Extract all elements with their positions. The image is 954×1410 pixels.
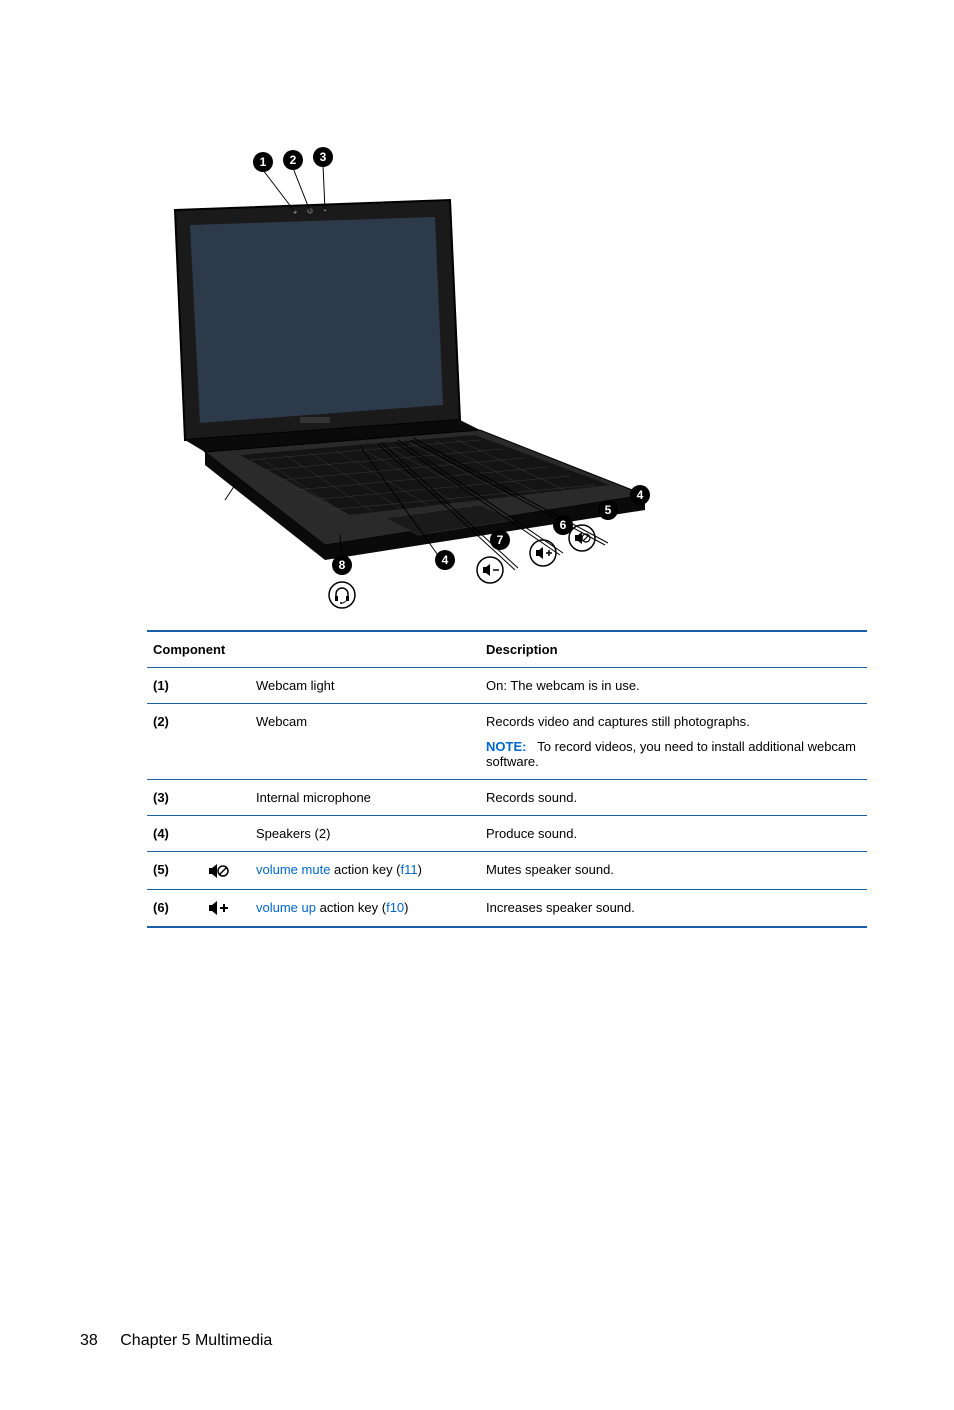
row-num: (1): [147, 668, 202, 704]
component-link: volume up: [256, 900, 316, 915]
callout-6: 6: [560, 518, 567, 532]
row-icon: [202, 704, 250, 780]
row-component: Internal microphone: [250, 780, 480, 816]
callout-4-left: 4: [442, 553, 449, 567]
note-text: To record videos, you need to install ad…: [486, 739, 856, 769]
table-header-row: Component Description: [147, 631, 867, 668]
page-number: 38: [80, 1332, 98, 1350]
row-icon: [202, 816, 250, 852]
note-label: NOTE:: [486, 739, 526, 754]
table-row: (4) Speakers (2) Produce sound.: [147, 816, 867, 852]
row-num: (2): [147, 704, 202, 780]
row-icon: [202, 668, 250, 704]
laptop-body: [175, 200, 645, 560]
table-row: (1) Webcam light On: The webcam is in us…: [147, 668, 867, 704]
component-table: Component Description (1) Webcam light O…: [147, 630, 867, 928]
row-num: (3): [147, 780, 202, 816]
table-row: (6) volume up action key (f10) Increases…: [147, 889, 867, 927]
laptop-diagram: 1 2 3 4 5 6 7 4 8: [150, 140, 650, 610]
volume-up-icon: [208, 900, 230, 916]
header-description: Description: [480, 631, 867, 668]
component-mid: action key (: [330, 862, 400, 877]
component-tail: ): [404, 900, 408, 915]
row-num: (4): [147, 816, 202, 852]
note-block: NOTE: To record videos, you need to inst…: [486, 739, 861, 769]
row-description-text: Records video and captures still photogr…: [486, 714, 750, 729]
table-row: (5) volume mute action key (f11) Mutes s…: [147, 852, 867, 890]
row-icon: [202, 852, 250, 890]
component-tail: ): [418, 862, 422, 877]
row-description: Records video and captures still photogr…: [480, 704, 867, 780]
row-component: Webcam light: [250, 668, 480, 704]
row-component: Webcam: [250, 704, 480, 780]
page-footer: 38 Chapter 5 Multimedia: [80, 1332, 272, 1350]
row-component: volume mute action key (f11): [250, 852, 480, 890]
component-link: volume mute: [256, 862, 330, 877]
row-num: (6): [147, 889, 202, 927]
callout-5: 5: [605, 503, 612, 517]
component-link2: f10: [386, 900, 404, 915]
callout-1: 1: [260, 155, 267, 169]
mute-icon: [208, 863, 230, 879]
row-num: (5): [147, 852, 202, 890]
header-component: Component: [147, 631, 480, 668]
row-description: Produce sound.: [480, 816, 867, 852]
callout-8: 8: [339, 558, 346, 572]
callout-3: 3: [320, 150, 327, 164]
row-description: Increases speaker sound.: [480, 889, 867, 927]
row-icon: [202, 889, 250, 927]
row-description: Mutes speaker sound.: [480, 852, 867, 890]
component-mid: action key (: [316, 900, 386, 915]
row-icon: [202, 780, 250, 816]
row-description: On: The webcam is in use.: [480, 668, 867, 704]
chapter-label: Chapter 5 Multimedia: [120, 1332, 272, 1349]
laptop-diagram-svg: 1 2 3 4 5 6 7 4 8: [150, 140, 650, 610]
table-row: (2) Webcam Records video and captures st…: [147, 704, 867, 780]
table-row: (3) Internal microphone Records sound.: [147, 780, 867, 816]
component-link2: f11: [401, 862, 418, 877]
callout-7: 7: [497, 533, 504, 547]
row-component: Speakers (2): [250, 816, 480, 852]
row-description: Records sound.: [480, 780, 867, 816]
callout-2: 2: [290, 153, 297, 167]
row-component: volume up action key (f10): [250, 889, 480, 927]
callout-4-right: 4: [637, 488, 644, 502]
